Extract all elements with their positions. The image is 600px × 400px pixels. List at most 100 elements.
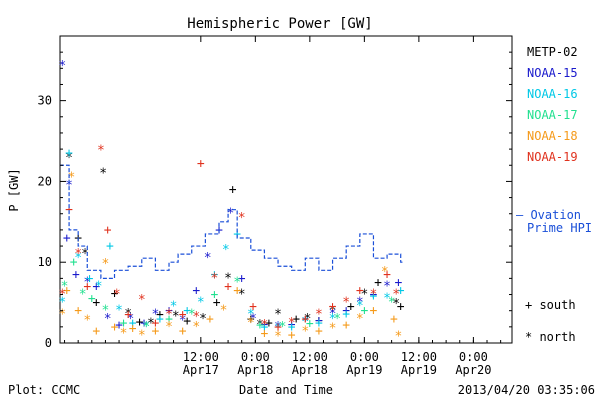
legend-entry: NOAA-17: [527, 108, 578, 122]
data-point: +: [292, 312, 300, 327]
x-tick-label-time: 12:00: [292, 350, 328, 364]
data-point: *: [83, 275, 91, 290]
data-point: *: [224, 271, 232, 286]
data-point: *: [301, 315, 309, 330]
x-tick-label-date: Apr19: [401, 363, 437, 377]
data-point: +: [129, 321, 137, 336]
data-point: +: [315, 316, 323, 331]
data-point: +: [192, 283, 200, 298]
data-point: +: [65, 146, 73, 161]
data-point: +: [342, 318, 350, 333]
data-point: *: [383, 279, 391, 294]
data-point: +: [111, 287, 119, 302]
data-point: *: [120, 326, 128, 341]
data-point: *: [395, 330, 403, 345]
data-point: *: [238, 211, 246, 226]
data-point: *: [238, 288, 246, 303]
data-point: +: [92, 324, 100, 339]
data-point: +: [397, 300, 405, 315]
data-point: +: [261, 326, 269, 341]
data-point: *: [83, 313, 91, 328]
data-point: *: [370, 288, 378, 303]
data-point: +: [347, 300, 355, 315]
data-point: +: [63, 283, 71, 298]
data-point: +: [183, 314, 191, 329]
data-point: *: [392, 297, 400, 312]
data-point: *: [301, 325, 309, 340]
data-point: *: [249, 312, 257, 327]
data-point: +: [370, 289, 378, 304]
data-point: +: [306, 317, 314, 332]
legend-entry: METP-02: [527, 45, 578, 59]
y-tick-label: 20: [38, 174, 52, 188]
x-tick-label-time: 0:00: [459, 350, 488, 364]
data-point: +: [156, 308, 164, 323]
data-point: *: [58, 59, 66, 74]
data-point: +: [213, 296, 221, 311]
data-point: *: [388, 296, 396, 311]
data-point: +: [374, 275, 382, 290]
data-point: +: [370, 288, 378, 303]
data-point: +: [329, 300, 337, 315]
data-point: *: [172, 309, 180, 324]
y-axis-label: P [GW]: [7, 168, 21, 211]
data-point: *: [333, 312, 341, 327]
data-point: +: [86, 271, 94, 286]
data-point: +: [383, 267, 391, 282]
data-point: *: [138, 293, 146, 308]
legend-entry-ovation-2: Prime HPI: [527, 221, 592, 235]
data-point: +: [165, 304, 173, 319]
data-point: *: [222, 243, 230, 258]
data-point: *: [342, 296, 350, 311]
data-point: +: [288, 317, 296, 332]
data-point: *: [170, 300, 178, 315]
data-point: *: [329, 304, 337, 319]
data-point: +: [315, 324, 323, 339]
data-point: +: [197, 157, 205, 172]
data-point: +: [136, 315, 144, 330]
data-point: *: [115, 304, 123, 319]
symbol-legend-north: * north: [525, 330, 576, 344]
data-point: *: [79, 288, 87, 303]
data-point: *: [147, 317, 155, 332]
x-tick-label-date: Apr17: [183, 363, 219, 377]
y-tick-label: 30: [38, 94, 52, 108]
data-point: +: [106, 239, 114, 254]
data-point: +: [315, 313, 323, 328]
data-point: +: [63, 231, 71, 246]
data-point: *: [99, 166, 107, 181]
data-point: *: [65, 151, 73, 166]
data-point: *: [304, 312, 312, 327]
data-point: +: [92, 279, 100, 294]
data-point: +: [211, 267, 219, 282]
data-point: +: [238, 271, 246, 286]
data-point: +: [211, 288, 219, 303]
data-point: *: [383, 292, 391, 307]
data-point: +: [395, 275, 403, 290]
data-point: *: [192, 310, 200, 325]
data-point: *: [65, 178, 73, 193]
x-tick-label-date: Apr19: [346, 363, 382, 377]
data-point: *: [95, 279, 103, 294]
data-point: *: [274, 308, 282, 323]
legend-entry-ovation-1: — Ovation: [516, 208, 581, 222]
y-tick-label: 0: [45, 336, 52, 350]
data-point: *: [360, 288, 368, 303]
data-point: +: [165, 312, 173, 327]
data-point: +: [261, 317, 269, 332]
data-point: +: [249, 300, 257, 315]
data-point: *: [356, 296, 364, 311]
y-tick-label: 10: [38, 255, 52, 269]
data-point: +: [233, 227, 241, 242]
data-point: +: [140, 316, 148, 331]
data-point: +: [83, 279, 91, 294]
data-point: *: [102, 304, 110, 319]
data-point: +: [356, 283, 364, 298]
data-point: *: [279, 320, 287, 335]
data-point: *: [356, 299, 364, 314]
data-point: *: [204, 251, 212, 266]
data-point: *: [142, 320, 150, 335]
data-point: *: [124, 307, 132, 322]
data-point: +: [265, 316, 273, 331]
